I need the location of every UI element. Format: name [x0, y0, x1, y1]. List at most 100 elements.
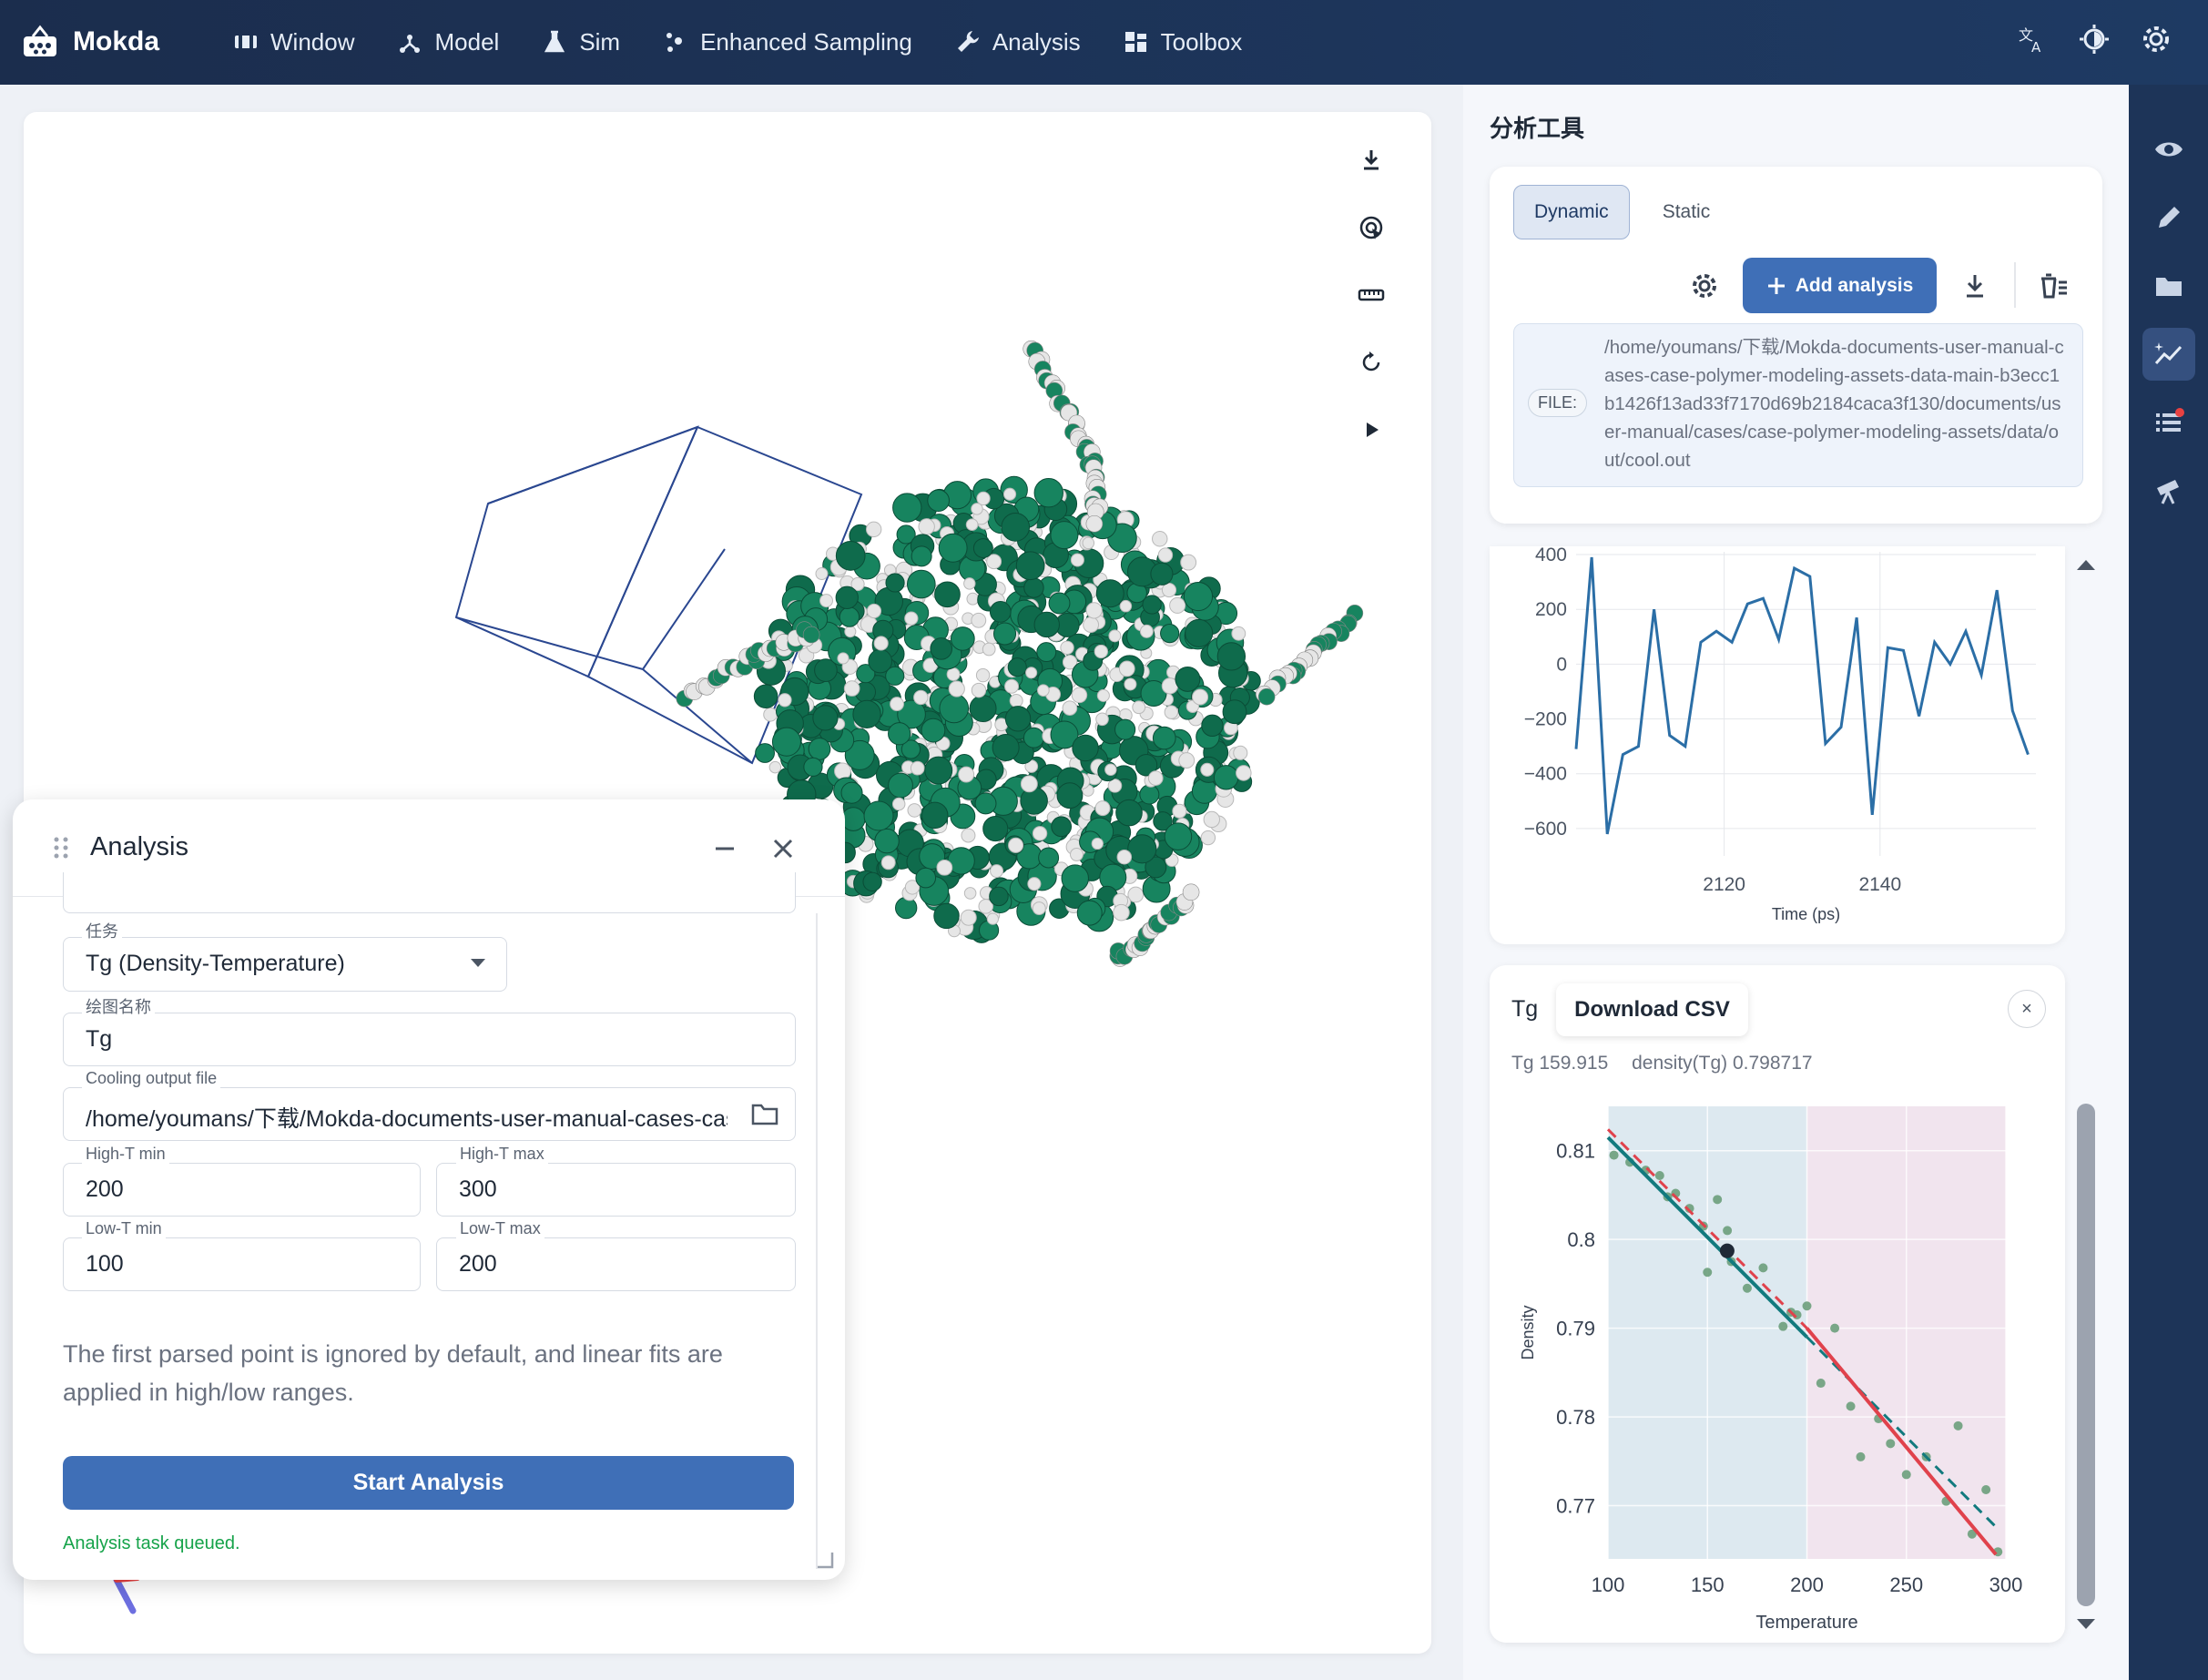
- plot-name-value: Tg: [86, 1026, 113, 1052]
- top-navbar: [0, 0, 2208, 85]
- viewer-toolbar: [1346, 137, 1397, 453]
- viewer-select-button[interactable]: [1348, 204, 1395, 251]
- polymer-structure-render[interactable]: [24, 112, 1431, 1654]
- clear-all-icon[interactable]: [2038, 271, 2069, 300]
- export-download-icon[interactable]: [1960, 271, 1989, 300]
- viewer-play-button[interactable]: [1348, 406, 1395, 453]
- sampling-icon: [666, 33, 683, 52]
- viewer-reset-button[interactable]: [1348, 339, 1395, 386]
- data-point: [1723, 1226, 1733, 1236]
- low-t-max-label: Low-T max: [456, 1219, 544, 1238]
- close-icon[interactable]: [770, 836, 796, 861]
- clipped-field[interactable]: [63, 872, 796, 913]
- scroll-down-icon[interactable]: [2075, 1617, 2097, 1632]
- menu-model[interactable]: Model: [396, 28, 499, 56]
- data-point: [1802, 1301, 1812, 1311]
- high-t-max-input[interactable]: 300: [436, 1163, 796, 1217]
- cooling-file-input[interactable]: /home/youmans/下载/Mokda-documents-user-ma…: [63, 1087, 796, 1141]
- menu-sim[interactable]: Sim: [541, 28, 620, 56]
- y-axis-label: Density: [1519, 1305, 1537, 1359]
- data-point: [1703, 1268, 1713, 1278]
- plot-name-input[interactable]: Tg: [63, 1013, 796, 1066]
- tg-value: Tg 159.915: [1511, 1053, 1609, 1074]
- high-t-min-input[interactable]: 200: [63, 1163, 421, 1217]
- menu-enhanced-sampling[interactable]: Enhanced Sampling: [662, 28, 912, 56]
- sidebar-telescope-button[interactable]: [2142, 464, 2195, 517]
- tg-card-label: Tg: [1511, 996, 1539, 1022]
- series-line: [1574, 556, 2030, 835]
- file-path: /home/youmans/下载/Mokda-documents-user-ma…: [1604, 337, 2064, 471]
- menu-model-label: Model: [434, 27, 500, 56]
- tab-static[interactable]: Static: [1662, 201, 1711, 222]
- app-name: Mokda: [73, 26, 160, 56]
- task-select[interactable]: Tg (Density-Temperature): [63, 937, 507, 992]
- simulation-box: [454, 425, 863, 765]
- low-t-max-input[interactable]: 200: [436, 1237, 796, 1291]
- folder-icon[interactable]: [751, 1101, 778, 1126]
- wrench-icon: [957, 31, 979, 52]
- low-t-max-value: 200: [459, 1251, 497, 1277]
- menu-window-label: Window: [270, 27, 355, 56]
- pencil-icon: [2159, 207, 2180, 228]
- cooling-file-label: Cooling output file: [82, 1069, 221, 1088]
- y-tick-label: 0: [1556, 654, 1567, 675]
- toolbox-icon: [1124, 32, 1146, 52]
- data-point: [1886, 1439, 1896, 1449]
- main-menu: Window Model Sim Enhanced Sampling Analy…: [232, 18, 1242, 66]
- resize-handle-icon[interactable]: [816, 1551, 834, 1569]
- viewer-measure-button[interactable]: [1348, 271, 1395, 319]
- x-tick-label: 300: [1989, 1573, 2023, 1596]
- file-path-box: [1513, 323, 2083, 487]
- x-tick-label: 150: [1691, 1573, 1725, 1596]
- x-tick-label: 250: [1889, 1573, 1923, 1596]
- add-analysis-button[interactable]: Add analysis: [1743, 258, 1937, 313]
- tg-card-close-button[interactable]: ×: [2008, 990, 2046, 1028]
- sidebar-analysis-button[interactable]: [2142, 328, 2195, 381]
- analysis-panel-title: Analysis: [90, 832, 188, 861]
- data-point: [1901, 1470, 1911, 1480]
- polymer-atoms: [676, 340, 1364, 967]
- y-tick-label: 0.79: [1556, 1318, 1595, 1340]
- download-icon: [1364, 150, 1379, 170]
- menu-analysis-label: Analysis: [992, 27, 1081, 56]
- window-icon: [235, 36, 257, 48]
- gear-icon[interactable]: [2141, 24, 2172, 55]
- data-point: [1713, 1195, 1723, 1205]
- analysis-tools-title: 分析工具: [1490, 115, 1585, 142]
- menu-window[interactable]: Window: [232, 28, 354, 56]
- file-tag: FILE:: [1528, 389, 1588, 417]
- menu-toolbox[interactable]: Toolbox: [1123, 28, 1242, 56]
- sidebar-edit-button[interactable]: [2142, 191, 2195, 244]
- start-analysis-button[interactable]: Start Analysis: [63, 1456, 794, 1510]
- y-tick-label: 0.77: [1556, 1495, 1595, 1518]
- low-t-min-input[interactable]: 100: [63, 1237, 421, 1291]
- svg-text:A: A: [2031, 39, 2041, 55]
- fit-line: [1606, 1128, 1808, 1329]
- cooling-file-value: /home/youmans/下载/Mokda-documents-user-ma…: [86, 1106, 728, 1132]
- viewer-download-button[interactable]: [1348, 137, 1395, 184]
- x-tick-label: 100: [1592, 1573, 1625, 1596]
- density-temperature-chart: 0.81 0.8 0.79 0.78 0.77 100 150 200 250 300 Temper…: [1519, 1106, 2023, 1630]
- translate-icon[interactable]: 文A: [2017, 24, 2048, 55]
- data-point: [1967, 1529, 1977, 1539]
- app-brand[interactable]: Mokda: [20, 18, 159, 66]
- minimize-icon[interactable]: [712, 836, 738, 861]
- tab-dynamic[interactable]: Dynamic: [1513, 185, 1630, 239]
- sidebar-view-button[interactable]: [2142, 123, 2195, 176]
- scrollbar-thumb[interactable]: [2077, 1104, 2095, 1606]
- scroll-up-icon[interactable]: [2075, 557, 2097, 572]
- analysis-status: Analysis task queued.: [63, 1533, 240, 1553]
- data-point: [1609, 1150, 1619, 1160]
- settings-gear-icon[interactable]: [1690, 271, 1719, 300]
- drag-handle-icon[interactable]: [53, 836, 69, 860]
- time-series-chart: 400 200 0 −200 −400 −600 2120 2140 Time (ps): [1524, 546, 2036, 923]
- task-label: 任务: [82, 919, 122, 942]
- menu-analysis[interactable]: Analysis: [954, 28, 1081, 56]
- low-t-min-label: Low-T min: [82, 1219, 166, 1238]
- sidebar-files-button[interactable]: [2142, 260, 2195, 312]
- theme-icon[interactable]: [2079, 24, 2110, 55]
- y-tick-label: 400: [1535, 546, 1567, 565]
- sidebar-tasks-button[interactable]: [2142, 396, 2195, 449]
- download-csv-button[interactable]: Download CSV: [1556, 983, 1748, 1036]
- y-tick-label: −200: [1524, 709, 1567, 730]
